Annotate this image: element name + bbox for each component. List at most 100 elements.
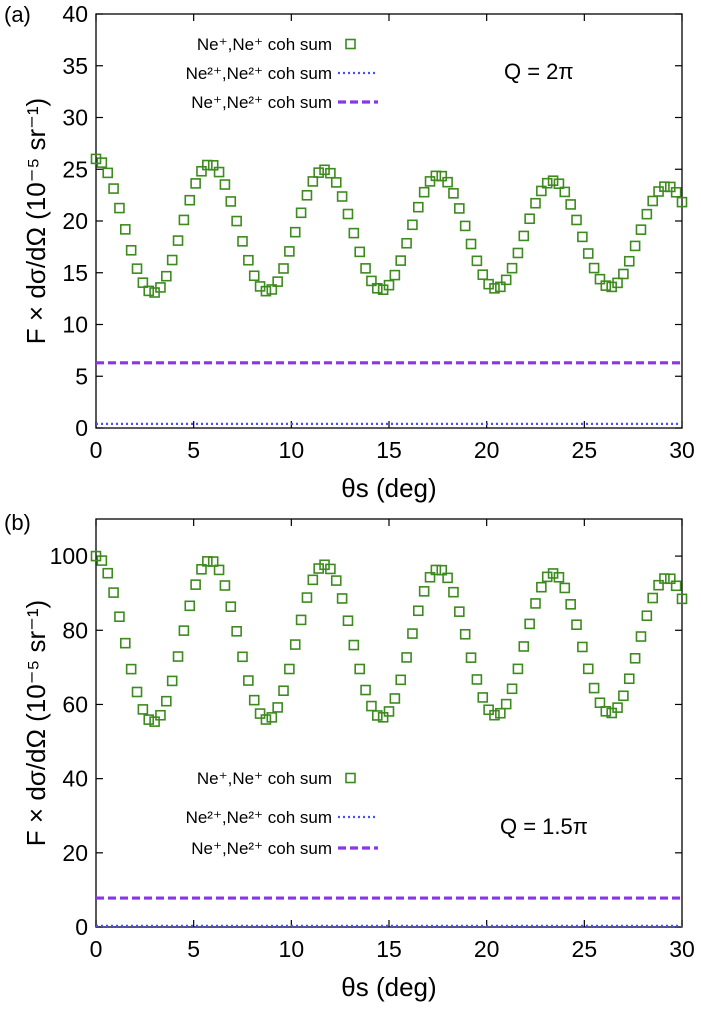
- y-tick-label: 40: [62, 766, 88, 792]
- data-point: [166, 254, 178, 266]
- y-tick-label: 25: [62, 156, 88, 182]
- data-point: [131, 263, 143, 274]
- data-point: [588, 682, 600, 694]
- data-point: [231, 215, 242, 227]
- data-point: [202, 159, 213, 171]
- data-point: [448, 586, 459, 598]
- data-point: [366, 275, 377, 287]
- y-tick-label: 30: [62, 105, 88, 131]
- data-point: [489, 283, 500, 294]
- data-point: [219, 179, 231, 190]
- x-tick-label: 10: [279, 437, 305, 463]
- data-point: [266, 712, 278, 723]
- x-tick-label: 5: [187, 936, 200, 962]
- data-point: [166, 675, 178, 687]
- data-point: [96, 555, 108, 566]
- y-tick-label: 5: [75, 363, 88, 389]
- data-point: [412, 605, 424, 617]
- data-point: [254, 708, 266, 719]
- data-point: [213, 166, 225, 178]
- data-point: [477, 692, 489, 703]
- legend-marker: [345, 38, 356, 50]
- data-point: [213, 564, 225, 576]
- data-point: [395, 255, 407, 266]
- data-point: [248, 270, 260, 282]
- data-point: [360, 684, 371, 696]
- data-point: [424, 176, 436, 187]
- data-point: [219, 580, 231, 591]
- panel-a-xlabel: θs (deg): [341, 473, 436, 503]
- data-point: [541, 177, 553, 189]
- data-point: [389, 693, 401, 704]
- data-point: [401, 652, 412, 663]
- data-point: [582, 248, 594, 259]
- data-point: [500, 698, 512, 710]
- y-tick-label: 10: [62, 312, 88, 338]
- data-point: [295, 614, 307, 626]
- data-point: [178, 625, 190, 636]
- data-point: [571, 619, 582, 630]
- data-point: [325, 563, 336, 575]
- data-point: [571, 214, 582, 226]
- data-point: [377, 712, 389, 723]
- data-point: [670, 580, 682, 592]
- data-point: [506, 262, 518, 274]
- data-point: [541, 571, 553, 583]
- data-point: [184, 600, 196, 612]
- data-point: [524, 213, 535, 225]
- data-point: [465, 652, 477, 663]
- panel-b-xlabel: θs (deg): [341, 972, 436, 1002]
- legend-label: Ne⁺,Ne²⁺ coh sum: [191, 839, 332, 858]
- data-point: [612, 277, 623, 289]
- data-point: [137, 277, 149, 288]
- data-point: [623, 255, 635, 267]
- data-point: [495, 707, 506, 719]
- data-point: [207, 160, 219, 171]
- data-point: [295, 207, 307, 219]
- data-point: [102, 167, 114, 179]
- data-point: [207, 556, 219, 567]
- data-point: [518, 230, 530, 242]
- data-point: [184, 194, 196, 206]
- data-point: [459, 628, 471, 640]
- data-point: [477, 269, 489, 280]
- x-tick-label: 0: [90, 936, 103, 962]
- data-point: [524, 618, 535, 630]
- data-point: [383, 279, 395, 291]
- x-tick-label: 15: [376, 936, 402, 962]
- panel-b-legend: Ne⁺,Ne⁺ coh sum Ne²⁺,Ne²⁺ coh sum Ne⁺,Ne²⁺…: [186, 769, 378, 858]
- data-point: [149, 716, 160, 727]
- data-point: [336, 191, 348, 202]
- data-point: [125, 663, 137, 675]
- data-point: [96, 157, 108, 168]
- panel-b-plot-frame: [95, 518, 683, 928]
- data-point: [342, 615, 354, 627]
- data-point: [243, 675, 254, 686]
- data-point: [512, 247, 524, 259]
- legend-label: Ne²⁺,Ne²⁺ coh sum: [186, 64, 332, 83]
- panel-a-plot-frame: [95, 13, 683, 429]
- data-point: [143, 285, 155, 297]
- data-point: [512, 663, 524, 675]
- data-point: [266, 284, 278, 295]
- data-point: [659, 573, 670, 584]
- data-point: [536, 581, 547, 593]
- y-tick-label: 20: [62, 840, 88, 866]
- data-point: [588, 262, 600, 274]
- data-point: [289, 226, 301, 238]
- data-point: [225, 196, 237, 207]
- data-point: [108, 183, 119, 194]
- panel-a-series: [90, 153, 688, 425]
- data-point: [120, 224, 131, 235]
- data-point: [354, 246, 366, 258]
- data-point: [407, 628, 418, 639]
- data-point: [659, 181, 670, 192]
- data-point: [155, 282, 166, 293]
- data-point: [495, 281, 506, 293]
- data-point: [231, 626, 242, 637]
- data-point: [489, 709, 500, 721]
- data-point: [307, 574, 319, 586]
- data-point: [131, 686, 143, 698]
- data-point: [366, 700, 377, 712]
- data-point: [407, 219, 418, 231]
